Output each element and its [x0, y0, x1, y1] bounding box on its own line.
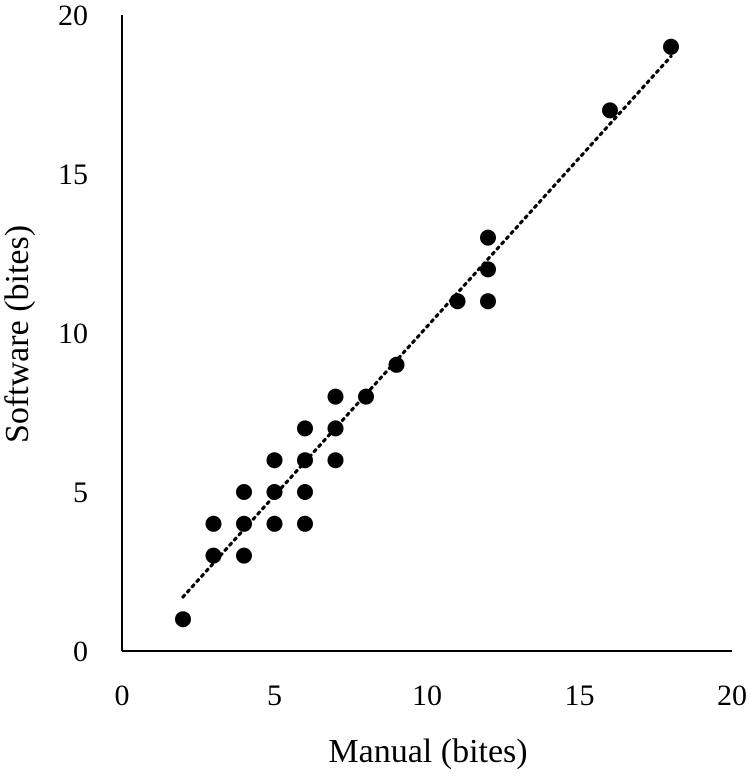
x-axis-ticks: 0 5 10 15 20	[115, 679, 748, 712]
x-axis-title: Manual (bites)	[328, 733, 527, 770]
data-point	[663, 38, 679, 55]
data-point	[297, 484, 313, 500]
y-tick-label: 10	[58, 317, 88, 350]
data-point	[480, 229, 496, 246]
data-point	[236, 484, 252, 500]
x-tick-label: 15	[565, 679, 595, 712]
data-point	[327, 388, 344, 405]
data-point	[266, 484, 283, 500]
data-point	[297, 420, 313, 437]
x-tick-label: 10	[412, 679, 442, 712]
y-axis-ticks: 0 5 10 15 20	[58, 0, 88, 668]
y-tick-label: 5	[73, 476, 88, 509]
data-point	[480, 293, 496, 310]
data-point	[449, 293, 466, 310]
y-tick-label: 20	[58, 0, 88, 32]
data-point	[358, 388, 374, 405]
data-point	[266, 515, 283, 532]
data-point	[602, 102, 618, 119]
data-point	[327, 420, 344, 437]
trendline	[181, 54, 673, 599]
x-tick-label: 5	[267, 679, 282, 712]
data-point	[327, 452, 344, 469]
data-point	[297, 515, 313, 532]
data-point	[205, 515, 222, 532]
data-point	[236, 547, 252, 564]
data-point	[297, 452, 313, 469]
data-point	[175, 611, 191, 628]
data-point	[388, 356, 405, 373]
x-tick-label: 0	[115, 679, 130, 712]
data-point	[480, 261, 496, 278]
data-points	[175, 38, 679, 628]
y-tick-label: 15	[58, 158, 88, 191]
y-tick-label: 0	[73, 635, 88, 668]
data-point	[236, 515, 252, 532]
y-axis-title: Software (bites)	[0, 225, 36, 443]
data-point	[266, 452, 283, 469]
x-tick-label: 20	[717, 679, 747, 712]
data-point	[205, 547, 222, 564]
